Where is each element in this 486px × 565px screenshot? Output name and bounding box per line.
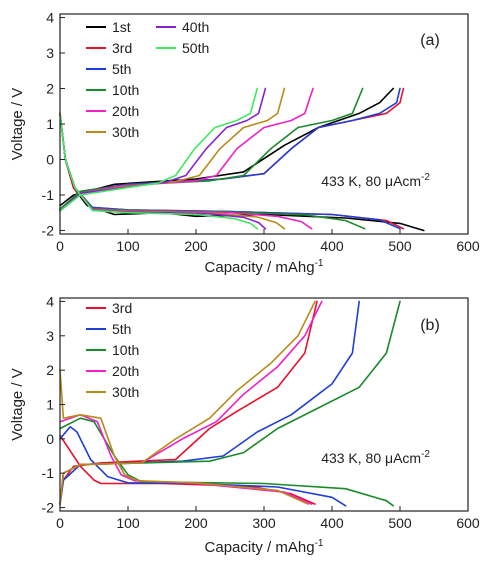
y-tick-label: 0	[46, 151, 54, 167]
y-tick-label: 2	[46, 81, 54, 97]
legend-label-10th: 10th	[112, 342, 139, 358]
legend-label-10th: 10th	[112, 82, 139, 98]
x-axis-label-text: Capacity / mAhg	[205, 259, 315, 276]
legend-label-50th: 50th	[182, 40, 209, 56]
series-20th-charge-line	[59, 300, 323, 505]
x-tick-label: 100	[116, 515, 140, 531]
x-tick-label: 300	[252, 238, 276, 254]
x-axis-label-sup: -1	[315, 258, 324, 269]
legend-label-3rd: 3rd	[112, 300, 132, 316]
y-tick-label: -1	[42, 187, 55, 203]
series-50th-discharge-line	[59, 112, 258, 230]
series-40th-charge-line	[59, 87, 267, 212]
legend-label-3rd: 3rd	[112, 40, 132, 56]
legend-label-30th: 30th	[112, 384, 139, 400]
legend-label-5th: 5th	[112, 61, 131, 77]
y-tick-label: 3	[46, 45, 54, 61]
legend-label-20th: 20th	[112, 103, 139, 119]
legend-label-5th: 5th	[112, 321, 131, 337]
x-axis-label-text: Capacity / mAhg	[205, 539, 315, 556]
legend: 1st 3rd 5th 10th 20th 30th 40th 50th	[86, 19, 209, 140]
x-tick-label: 200	[184, 238, 208, 254]
series-10th-charge-line	[59, 87, 364, 210]
series-10th-discharge-line	[59, 417, 394, 507]
legend-label-30th: 30th	[112, 124, 139, 140]
legend-label-20th: 20th	[112, 363, 139, 379]
legend: 3rd 5th 10th 20th 30th	[86, 300, 139, 400]
curves	[59, 300, 401, 507]
x-tick-label: 0	[56, 238, 64, 254]
y-tick-label: 4	[46, 10, 54, 26]
x-tick-label: 600	[456, 238, 480, 254]
series-10th-charge-line	[59, 300, 401, 505]
x-tick-label: 300	[252, 515, 276, 531]
panel-b: 0 100 200 300 400 500 600 -2 -1 0 1 2 3 4 Capacity / m…	[9, 293, 480, 556]
panel-label: (a)	[420, 32, 440, 49]
annotation-text: 433 K, 80 μAcm	[321, 173, 421, 189]
condition-annotation: 433 K, 80 μAcm-2	[321, 172, 430, 189]
condition-annotation: 433 K, 80 μAcm-2	[321, 449, 430, 466]
y-tick-label: 3	[46, 328, 54, 344]
x-axis-label: Capacity / mAhg-1	[205, 538, 324, 556]
panel-label: (b)	[420, 317, 440, 334]
legend-label-40th: 40th	[182, 19, 209, 35]
series-20th-discharge-line	[59, 414, 313, 505]
annotation-sup: -2	[421, 172, 430, 183]
series-3rd-charge-line	[59, 300, 318, 505]
x-tick-label: 500	[388, 238, 412, 254]
y-tick-label: -2	[42, 500, 55, 516]
series-5th-discharge-line	[59, 426, 347, 507]
x-tick-label: 200	[184, 515, 208, 531]
x-tick-label: 500	[388, 515, 412, 531]
series-3rd-discharge-line	[59, 434, 316, 505]
series-5th-charge-line	[59, 300, 360, 505]
series-30th-charge-line	[59, 300, 316, 505]
series-50th-charge-line	[59, 87, 258, 212]
y-axis-label: Voltage / V	[9, 368, 26, 441]
series-5th-charge-line	[59, 87, 401, 210]
x-tick-label: 100	[116, 238, 140, 254]
x-tick-label: 600	[456, 515, 480, 531]
y-axis-label: Voltage / V	[9, 88, 26, 161]
y-tick-label: 1	[46, 116, 54, 132]
y-tick-label: 1	[46, 397, 54, 413]
y-tick-label: 2	[46, 362, 54, 378]
x-axis-label-sup: -1	[315, 538, 324, 549]
annotation-sup: -2	[421, 449, 430, 460]
y-tick-label: -1	[42, 465, 55, 481]
x-tick-label: 400	[320, 238, 344, 254]
x-axis-label: Capacity / mAhg-1	[205, 258, 324, 276]
y-tick-label: 4	[46, 293, 54, 309]
y-tick-label: -2	[42, 222, 55, 238]
y-tick-label: 0	[46, 431, 54, 447]
panel-a: 0 100 200 300 400 500 600 -2 -1 0 1 2 3 4 Capacity / m…	[9, 10, 480, 276]
annotation-text: 433 K, 80 μAcm	[321, 450, 421, 466]
x-tick-label: 400	[320, 515, 344, 531]
curves	[59, 87, 425, 232]
series-30th-discharge-line	[59, 369, 309, 505]
legend-label-1st: 1st	[112, 19, 131, 35]
x-tick-label: 0	[56, 515, 64, 531]
